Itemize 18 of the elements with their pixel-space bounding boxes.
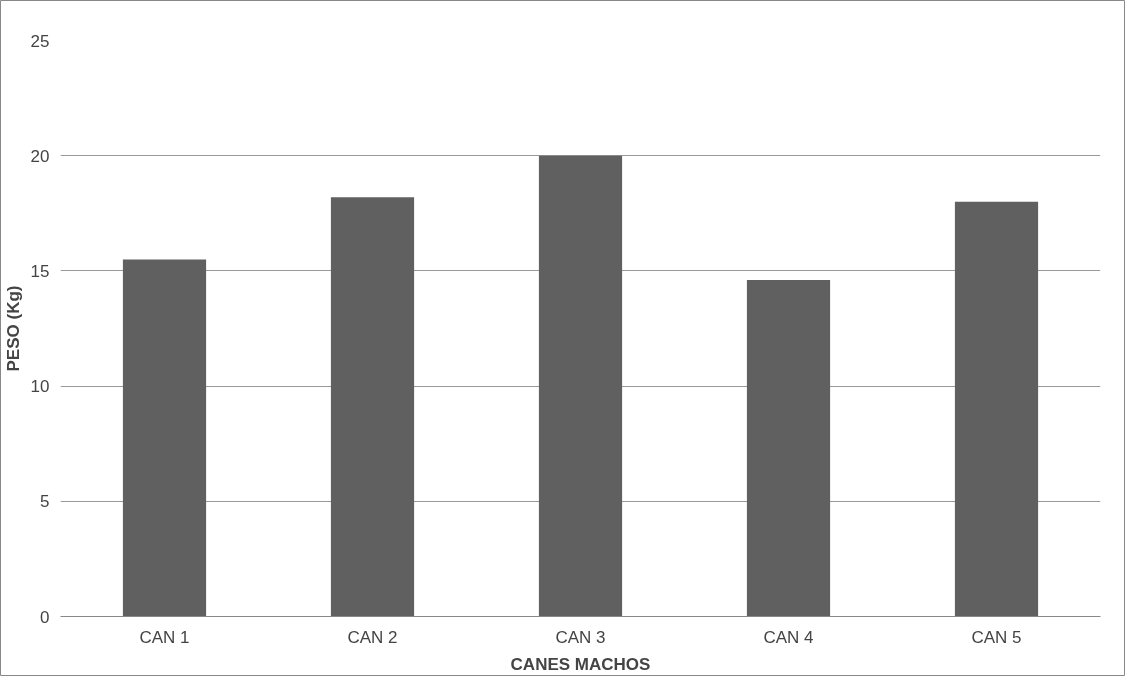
- y-tick-label: 5: [40, 492, 50, 512]
- y-tick-label: 20: [30, 146, 50, 166]
- bar: [746, 280, 831, 617]
- x-tick-label: CAN 1: [139, 627, 190, 647]
- y-tick-label: 10: [30, 377, 50, 397]
- bar: [330, 197, 415, 617]
- y-axis-title: PESO (Kg): [3, 285, 23, 372]
- x-axis-title: CANES MACHOS: [510, 654, 651, 674]
- x-tick-label: CAN 2: [347, 627, 398, 647]
- y-tick-label: 0: [40, 607, 50, 627]
- y-tick-label: 15: [30, 261, 50, 281]
- x-tick-label: CAN 3: [555, 627, 606, 647]
- x-tick-label: CAN 5: [971, 627, 1022, 647]
- bar: [954, 201, 1039, 617]
- bar: [122, 259, 207, 617]
- x-tick-label: CAN 4: [763, 627, 814, 647]
- y-tick-label: 25: [30, 31, 50, 51]
- bar: [538, 155, 623, 617]
